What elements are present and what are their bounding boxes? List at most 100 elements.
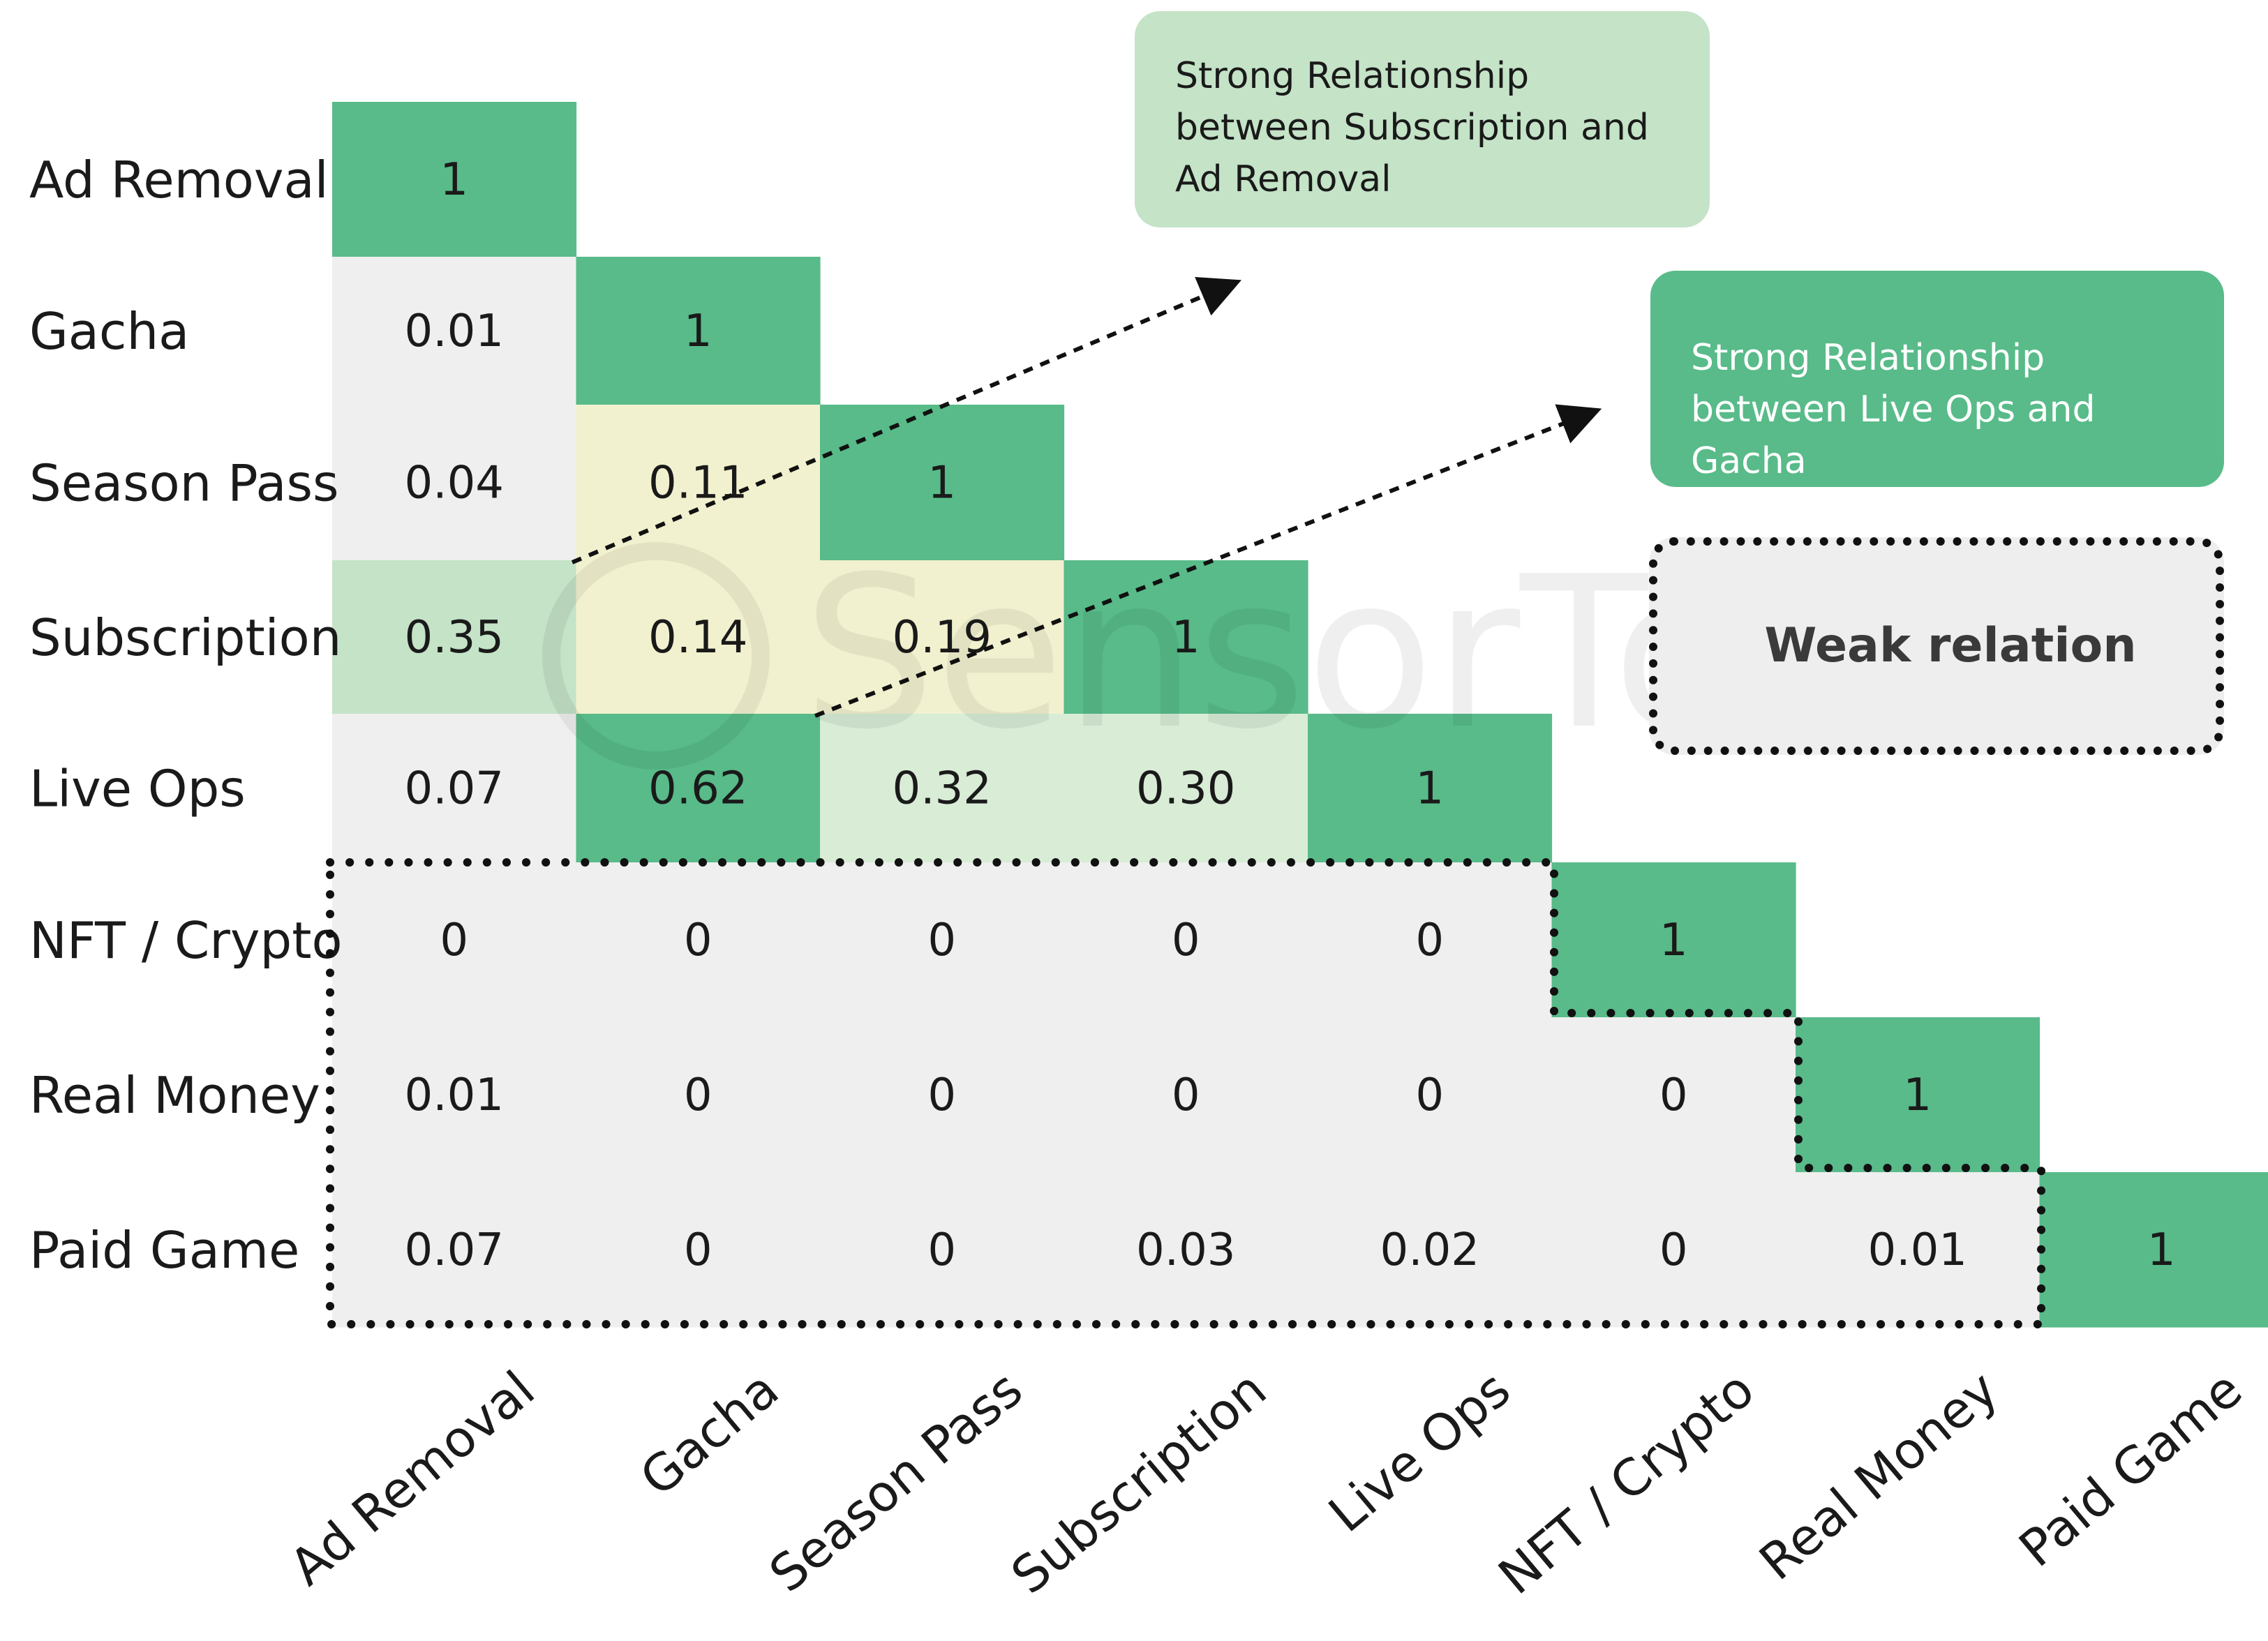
heatmap-cell-rect (820, 1017, 1065, 1173)
heatmap-cell: 0.35 (332, 560, 577, 714)
column-label: NFT / Crypto (1488, 1360, 1766, 1606)
row-label: Paid Game (29, 1221, 299, 1280)
column-label: Live Ops (1318, 1360, 1521, 1543)
heatmap-cell: 1 (332, 102, 577, 257)
heatmap-cell: 0.03 (1064, 1172, 1308, 1328)
cell-value: 0 (684, 1224, 713, 1276)
cell-value: 0 (1172, 1070, 1200, 1121)
heatmap-cell-rect (1551, 862, 1796, 1018)
heatmap-cell: 0.07 (332, 1172, 577, 1328)
cell-value: 0.11 (648, 458, 748, 509)
heatmap-cell: 1 (1796, 1017, 2041, 1173)
heatmap-cell: 0.62 (576, 714, 821, 863)
annotation-weak-relation: Weak relation (1649, 537, 2224, 755)
heatmap-cell: 0.19 (820, 560, 1065, 714)
column-label: Paid Game (2008, 1360, 2253, 1578)
heatmap-cell-rect (576, 1017, 821, 1173)
row-label: NFT / Crypto (29, 911, 343, 970)
heatmap-cell-rect (576, 862, 821, 1018)
heatmap-cell-rect (1308, 1017, 1553, 1173)
cell-value: 0 (440, 915, 468, 966)
heatmap-cell-rect (576, 560, 821, 714)
heatmap-cell: 1 (2039, 1172, 2268, 1328)
heatmap-cell-rect (1064, 1017, 1308, 1173)
cell-value: 0.62 (648, 763, 748, 815)
cell-value: 0.01 (1868, 1224, 1968, 1276)
heatmap-cell-rect (332, 257, 577, 405)
heatmap-cell: 1 (1551, 862, 1796, 1018)
heatmap-cell-rect (1064, 714, 1308, 863)
heatmap-cell-rect (820, 862, 1065, 1018)
cell-value: 0.30 (1136, 763, 1236, 815)
annotation-text: Weak relation (1764, 618, 2137, 673)
heatmap-cell: 0.01 (332, 257, 577, 405)
heatmap-cell-rect (1796, 1017, 2041, 1173)
cell-value: 0 (927, 1224, 956, 1276)
row-labels: Ad Removal Gacha Season Pass Subscription Li… (29, 151, 343, 1280)
row-label: Season Pass (29, 454, 339, 513)
overlays (326, 277, 2045, 1328)
heatmap-cell: 0 (820, 1017, 1065, 1173)
heatmap-cell: 0.01 (1796, 1172, 2041, 1328)
heatmap-cell-rect (820, 560, 1065, 714)
heatmap-cell-rect (576, 257, 821, 405)
cell-value: 0.19 (893, 612, 992, 664)
annotation-subscription-ad-removal: Strong Relationship between Subscription… (1135, 11, 1710, 227)
heatmap-cell-rect (1308, 714, 1553, 863)
heatmap-cell: 0.32 (820, 714, 1065, 863)
annotation-text: Strong Relationship between Subscription… (1175, 55, 1649, 200)
heatmap-cell-rect (1064, 560, 1308, 714)
cell-value: 0.35 (405, 612, 505, 664)
heatmap-cell-rect (1064, 862, 1308, 1018)
heatmap-cell-rect (2039, 1172, 2268, 1328)
cell-value: 0 (1659, 1224, 1688, 1276)
heatmap-cell-rect (1308, 1172, 1553, 1328)
cell-value: 0 (927, 1070, 956, 1121)
heatmap-cell-rect (1308, 862, 1553, 1018)
heatmap-cell: 0 (332, 862, 577, 1018)
cell-value: 0 (684, 915, 713, 966)
cell-value: 1 (927, 458, 956, 509)
heatmap-cell: 0 (1308, 862, 1553, 1018)
heatmap-cells: 1 0.01 1 0.04 0.11 1 0.35 0.14 0.19 1 0.07 0.62 0.32… (332, 102, 2268, 1328)
heatmap-cell: 1 (576, 257, 821, 405)
heatmap-cell: 0 (1551, 1017, 1796, 1173)
heatmap-cell-rect (332, 102, 577, 257)
row-label: Live Ops (29, 760, 246, 818)
cell-value: 1 (1172, 612, 1200, 664)
heatmap-cell-rect (576, 1172, 821, 1328)
row-label: Subscription (29, 608, 341, 667)
heatmap-cell-rect (332, 405, 577, 561)
heatmap-cell: 0.04 (332, 405, 577, 561)
cell-value: 0.14 (648, 612, 748, 664)
cell-value: 0 (1172, 915, 1200, 966)
heatmap-cell-rect (1551, 1172, 1796, 1328)
cell-value: 1 (2147, 1224, 2176, 1276)
heatmap-cell: 0.02 (1308, 1172, 1553, 1328)
cell-value: 0 (927, 915, 956, 966)
heatmap-cell: 0.14 (576, 560, 821, 714)
row-label: Ad Removal (29, 151, 329, 209)
heatmap-cell: 0 (1308, 1017, 1553, 1173)
cell-value: 1 (684, 306, 713, 357)
cell-value: 0 (684, 1070, 713, 1121)
cell-value: 0.02 (1380, 1224, 1480, 1276)
heatmap-cell-rect (820, 405, 1065, 561)
heatmap-cell-rect (820, 1172, 1065, 1328)
annotation-live-ops-gacha: Strong Relationship between Live Ops and… (1650, 271, 2224, 487)
heatmap-cell-rect (332, 862, 577, 1018)
heatmap-cell: 1 (1308, 714, 1553, 863)
heatmap-cell: 1 (1064, 560, 1308, 714)
heatmap-cell: 0 (820, 1172, 1065, 1328)
row-label: Gacha (29, 302, 189, 361)
weak-relation-outline (326, 858, 2045, 1328)
heatmap-cell-rect (332, 560, 577, 714)
cell-value: 0 (1415, 1070, 1444, 1121)
cell-value: 1 (440, 154, 468, 206)
column-label: Gacha (629, 1360, 790, 1508)
cell-value: 0 (1659, 1070, 1688, 1121)
column-label: Season Pass (759, 1360, 1034, 1603)
cell-value: 0.01 (405, 306, 505, 357)
